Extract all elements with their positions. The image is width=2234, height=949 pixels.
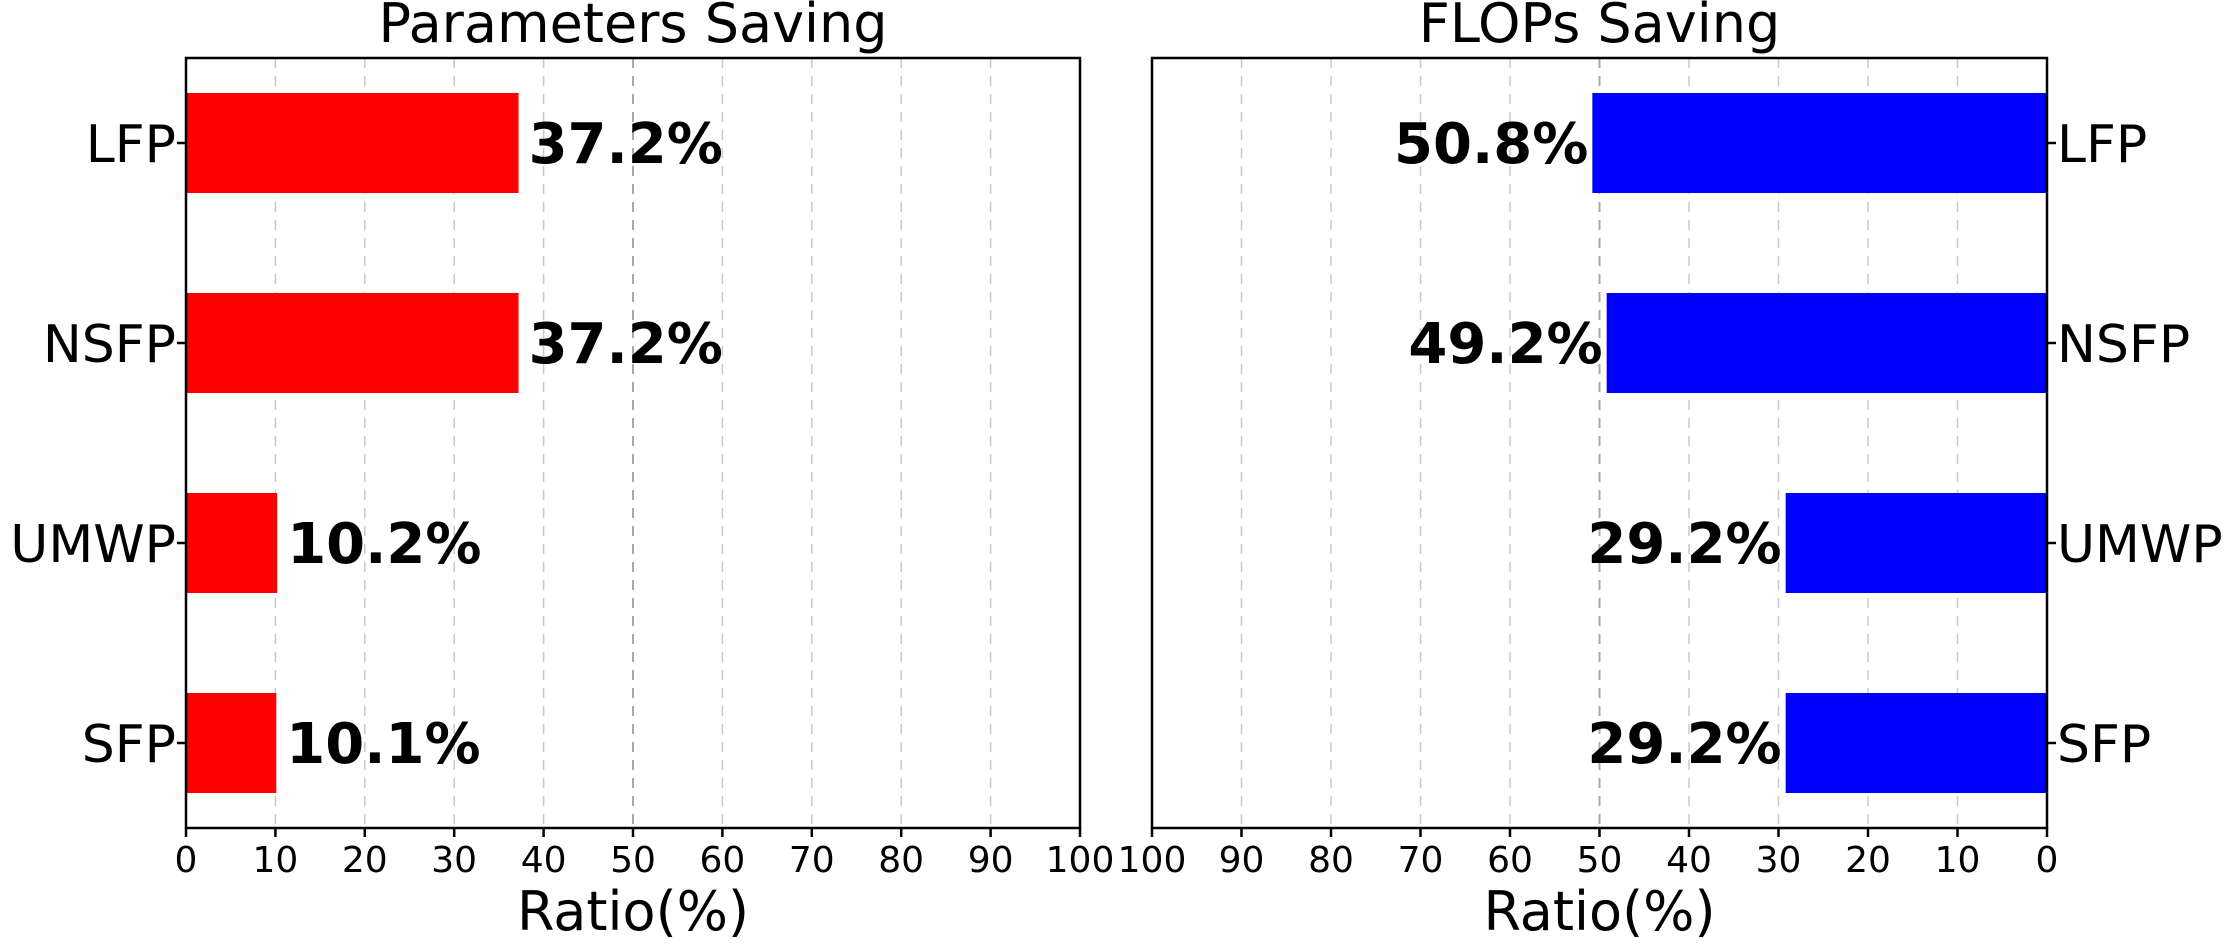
params-xtick-label: 100 [1046,840,1115,881]
params-xtick-label: 40 [521,840,567,881]
flops-data-label: 29.2% [1587,712,1781,777]
flops-data-label: 49.2% [1408,312,1602,377]
flops-xtick-label: 60 [1487,840,1533,881]
parameters-saving-panel: 37.2% LFP 37.2% NSFP 10.2% UMWP 10.1% SFP 0 10 20 3… [10,0,1114,943]
flops-axes-frame [1150,56,2049,830]
flops-data-label: 50.8% [1394,112,1588,177]
params-title: Parameters Saving [378,0,887,55]
flops-xlabel: Ratio(%) [1483,880,1715,943]
flops-bar-sfp [1785,693,2047,793]
flops-xtick-label: 40 [1666,840,1712,881]
params-xtick-label: 60 [699,840,745,881]
flops-bar-nsfp [1606,293,2047,393]
flops-bar-lfp [1592,93,2047,193]
flops-xtick-label: 30 [1756,840,1802,881]
flops-xtick-label: 0 [2036,840,2059,881]
params-xtick-label: 80 [878,840,924,881]
params-bar-sfp [186,693,277,793]
flops-title: FLOPs Saving [1419,0,1780,55]
flops-xtick-label: 10 [1935,840,1981,881]
params-bar-umwp [186,493,278,593]
flops-xtick-label: 90 [1219,840,1265,881]
flops-xtick-label: 50 [1577,840,1623,881]
params-bar-nsfp [186,293,519,393]
flops-xtick-label: 100 [1118,840,1187,881]
flops-ytick-label: UMWP [2057,515,2223,575]
params-data-label: 37.2% [529,112,723,177]
flops-xtick-label: 80 [1308,840,1354,881]
params-ytick-label: SFP [82,715,176,775]
params-xlabel: Ratio(%) [517,880,749,943]
flops-bar-umwp [1785,493,2047,593]
flops-ytick-label: LFP [2057,115,2147,175]
params-ytick-label: NSFP [43,315,176,375]
params-xtick-label: 50 [610,840,656,881]
params-data-label: 10.2% [287,512,481,577]
params-data-label: 37.2% [529,312,723,377]
flops-xtick-label: 20 [1845,840,1891,881]
params-axes-frame [184,56,1082,830]
params-data-label: 10.1% [286,712,480,777]
flops-ytick-label: SFP [2057,715,2151,775]
params-xtick-label: 70 [789,840,835,881]
params-ytick-label: LFP [86,115,176,175]
flops-ytick-label: NSFP [2057,315,2190,375]
params-xtick-label: 30 [431,840,477,881]
params-bar-lfp [186,93,519,193]
params-xtick-label: 90 [968,840,1014,881]
params-xtick-label: 10 [252,840,298,881]
flops-data-label: 29.2% [1587,512,1781,577]
params-xtick-label: 20 [342,840,388,881]
params-xtick-label: 0 [175,840,198,881]
flops-xtick-label: 70 [1398,840,1444,881]
params-ytick-label: UMWP [10,515,176,575]
